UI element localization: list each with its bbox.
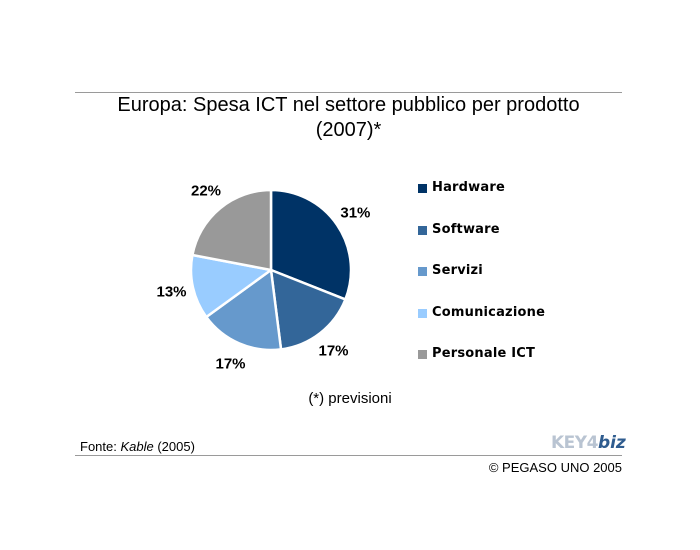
pie-slice-personale-ict: [191, 188, 273, 272]
pie-slice-hardware: [269, 188, 353, 301]
bottom-divider: [75, 455, 622, 456]
forecast-note: (*) previsioni: [308, 390, 392, 407]
pie-slice-servizi: [205, 268, 283, 352]
pie-slice-comunicazione: [189, 253, 273, 319]
logo-part1: KEY4: [551, 433, 598, 453]
chart-title: Europa: Spesa ICT nel settore pubblico p…: [75, 93, 622, 143]
pie-label-hardware: 31%: [340, 204, 371, 222]
source-line: Fonte: Kable (2005): [80, 439, 195, 454]
pie-label-servizi: 17%: [215, 355, 246, 373]
legend-swatch-comunicazione: [418, 308, 427, 318]
copyright: © PEGASO UNO 2005: [488, 460, 622, 475]
pie-label-software: 17%: [318, 342, 349, 360]
chart-title-line1: Europa: Spesa ICT nel settore pubblico p…: [117, 94, 580, 116]
legend-label-personale-ict: Personale ICT: [432, 346, 536, 361]
legend-swatch-servizi: [418, 267, 427, 276]
pie-label-personale-ict: 22%: [190, 182, 222, 200]
legend-label-software: Software: [432, 221, 500, 237]
legend-swatch-software: [418, 225, 427, 235]
top-divider: [75, 92, 622, 93]
source-year: (2005): [153, 439, 195, 454]
source-name: Kable: [120, 439, 154, 454]
legend-label-comunicazione: Comunicazione: [432, 304, 546, 320]
source-prefix: Fonte:: [80, 439, 121, 454]
legend-swatch-hardware: [418, 184, 427, 193]
legend-swatch-personale-ict: [418, 350, 427, 359]
logo-part2: biz: [597, 433, 626, 453]
pie-label-comunicazione: 13%: [156, 283, 187, 301]
legend-label-servizi: Servizi: [432, 263, 483, 278]
chart-title-line2: (2007)*: [315, 119, 382, 141]
legend-label-hardware: Hardware: [432, 180, 505, 195]
key4biz-logo: KEY4biz: [551, 432, 626, 454]
pie-slice-software: [269, 268, 347, 351]
